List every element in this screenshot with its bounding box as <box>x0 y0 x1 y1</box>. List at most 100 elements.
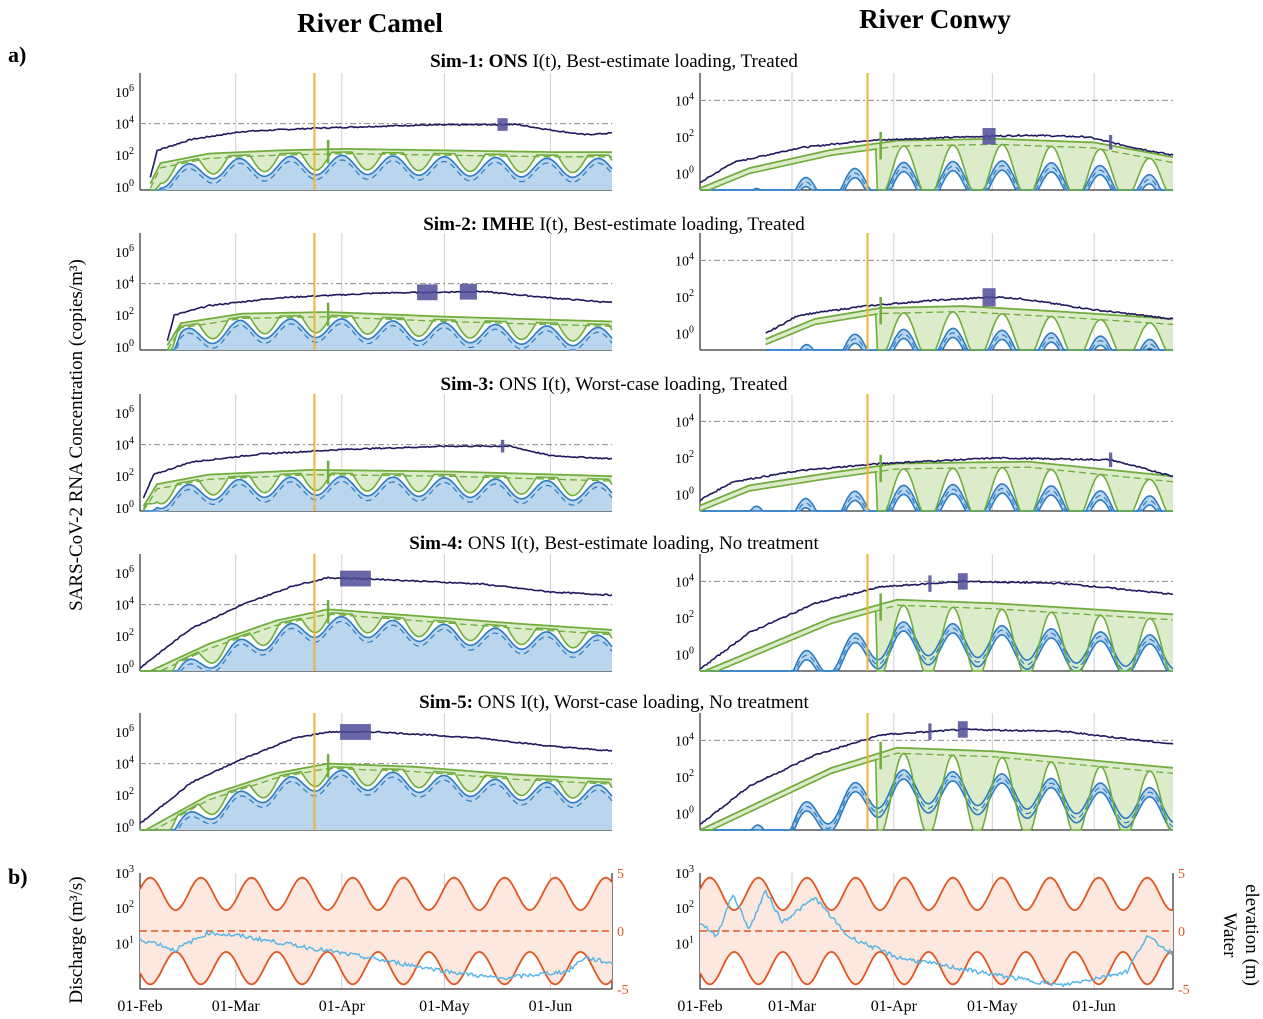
y-tick-label: 100 <box>115 499 134 517</box>
tide-high <box>699 876 1174 912</box>
sim-titles: Sim-1: ONS I(t), Best-estimate loading, … <box>409 51 819 713</box>
blue-median <box>150 159 613 191</box>
green-median <box>142 473 613 512</box>
detection-marker <box>928 723 932 740</box>
tide-low <box>139 950 613 986</box>
sim-title-5: Sim-5: ONS I(t), Worst-case loading, No … <box>419 692 809 713</box>
y-tick-label: 102 <box>115 306 134 324</box>
y-tick-label: 102 <box>675 449 694 467</box>
sim-title-1: Sim-1: ONS I(t), Best-estimate loading, … <box>430 51 798 72</box>
blue-lower <box>765 336 1173 351</box>
blue-series <box>150 154 613 191</box>
blue-series <box>140 615 613 672</box>
green-median <box>140 767 612 831</box>
y-tick-label: 104 <box>115 275 134 293</box>
green-band <box>765 306 1173 350</box>
blue-median <box>143 480 613 512</box>
detection-marker <box>497 118 508 131</box>
section-label-a: a) <box>8 42 26 67</box>
green-band <box>700 747 1173 830</box>
left-tick-label: 101 <box>675 934 694 952</box>
upper-series <box>142 444 612 499</box>
chart-conwy-713: 100 102 104 <box>675 713 1174 831</box>
blue-lower <box>700 778 1173 831</box>
right-tick-label: 5 <box>1178 867 1185 882</box>
x-tick-label: 01-Feb <box>117 998 162 1015</box>
y-tick-label: 102 <box>675 609 694 627</box>
chart-camel-554: 100 102 104 106 <box>115 554 613 677</box>
detection-marker <box>957 573 968 590</box>
chart-panels: 1001021041061001021041001021041061001021… <box>115 73 1190 1015</box>
x-tick-label: 01-Apr <box>319 998 366 1015</box>
green-band <box>150 148 613 190</box>
green-lower <box>699 466 1173 512</box>
y-tick-label: 102 <box>675 288 694 306</box>
y-tick-label: 100 <box>115 338 134 356</box>
green-median <box>140 613 613 672</box>
x-tick-label: 01-Mar <box>768 998 817 1015</box>
green-band <box>700 599 1173 671</box>
right-tick-label: -5 <box>617 983 629 998</box>
detection-marker <box>1108 135 1113 150</box>
left-tick-label: 102 <box>675 899 694 917</box>
green-series <box>140 762 613 831</box>
blue-median <box>700 164 1173 191</box>
green-lower <box>140 766 613 831</box>
sim-title-2: Sim-2: IMHE I(t), Best-estimate loading,… <box>423 214 805 235</box>
upper-series <box>139 730 613 824</box>
x-tick-label: 01-Mar <box>212 998 261 1015</box>
chart-conwy-394: 100 102 104 <box>675 394 1174 512</box>
green-series <box>699 460 1174 507</box>
detection-marker <box>928 575 932 592</box>
x-tick-label: 01-May <box>419 998 470 1015</box>
green-median <box>700 752 1174 831</box>
y-tick-label: 104 <box>115 436 134 454</box>
y-tick-label: 104 <box>675 572 694 590</box>
panel-b-ylabel-left: Discharge (m³/s) <box>66 876 87 1003</box>
upper-series <box>166 290 613 341</box>
upper-series <box>699 727 1174 825</box>
y-tick-label: 100 <box>115 818 134 836</box>
upper-series <box>699 580 1174 670</box>
blue-median <box>140 774 613 831</box>
green-lower <box>765 310 1173 351</box>
green-series <box>140 608 613 672</box>
chart-camel-713: 100 102 104 106 <box>115 713 613 836</box>
chart-conwy-233: 100 102 104 <box>675 233 1174 351</box>
blue-lower <box>700 169 1173 191</box>
green-lower <box>142 472 613 510</box>
tide-low <box>699 950 1174 986</box>
y-tick-label: 104 <box>675 731 694 749</box>
green-band <box>167 312 612 350</box>
x-tick-label: 01-Feb <box>677 998 722 1015</box>
green-series <box>699 137 1174 190</box>
y-tick-label: 100 <box>675 646 694 664</box>
y-tick-label: 104 <box>675 412 694 430</box>
green-lower <box>150 151 613 191</box>
blue-series <box>143 475 613 512</box>
y-tick-label: 106 <box>115 723 134 741</box>
green-series <box>700 598 1174 672</box>
green-lower <box>140 611 613 672</box>
y-tick-label: 102 <box>675 768 694 786</box>
y-tick-label: 104 <box>115 115 134 133</box>
y-tick-label: 100 <box>675 325 694 343</box>
green-series <box>142 469 612 507</box>
y-tick-label: 106 <box>115 243 134 261</box>
y-tick-label: 106 <box>115 404 134 422</box>
blue-series <box>140 769 613 831</box>
upper-series <box>139 576 613 669</box>
section-label-b: b) <box>8 864 28 889</box>
column-title-conwy: River Conwy <box>859 4 1011 34</box>
green-band <box>140 763 612 830</box>
upper-series <box>765 295 1174 334</box>
column-title-camel: River Camel <box>297 8 443 38</box>
blue-band <box>140 770 612 830</box>
detection-marker <box>1108 452 1113 468</box>
green-series <box>765 305 1174 340</box>
x-tick-label: 01-May <box>967 998 1018 1015</box>
right-tick-label: 0 <box>1178 925 1185 940</box>
chart-conwy-554: 100 102 104 <box>675 554 1174 672</box>
detection-marker <box>340 570 371 587</box>
